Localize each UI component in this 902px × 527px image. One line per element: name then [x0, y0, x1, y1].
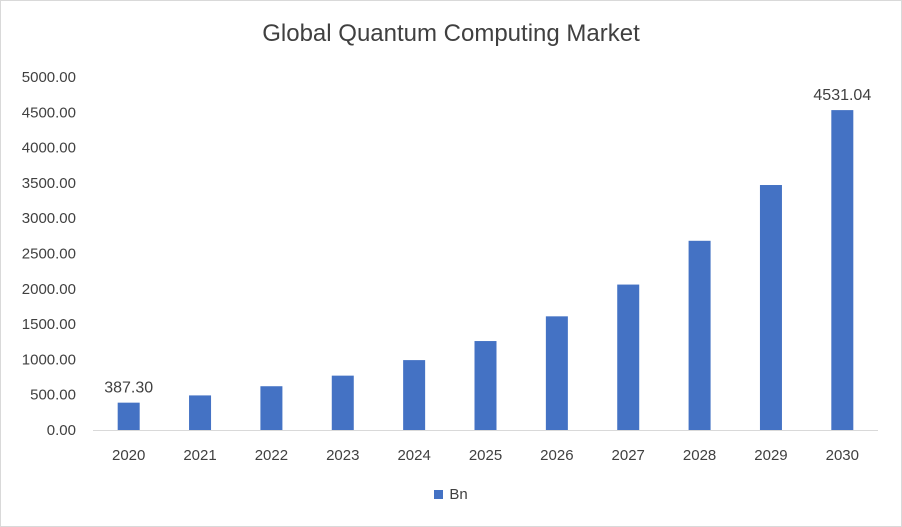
x-tick-label: 2026 [540, 447, 573, 464]
bar-2030 [831, 110, 854, 430]
x-tick-label: 2021 [183, 447, 216, 464]
y-tick-label: 3500.00 [22, 175, 76, 192]
y-tick-label: 0.00 [47, 422, 76, 439]
data-label: 387.30 [104, 380, 153, 397]
y-axis-ticks: 0.00 500.00 1000.00 1500.00 2000.00 2500.00 30… [22, 69, 76, 439]
bar-2025 [474, 341, 497, 430]
x-tick-label: 2029 [754, 447, 787, 464]
legend-label: Bn [449, 486, 468, 503]
x-tick-label: 2022 [255, 447, 288, 464]
x-tick-label: 2025 [469, 447, 502, 464]
y-tick-label: 2500.00 [22, 246, 76, 263]
x-tick-label: 2028 [683, 447, 716, 464]
bar-2026 [545, 316, 568, 430]
x-tick-label: 2020 [112, 447, 145, 464]
bar-2022 [260, 386, 283, 430]
bar-2029 [759, 185, 782, 430]
x-tick-label: 2024 [397, 447, 430, 464]
x-tick-label: 2027 [612, 447, 645, 464]
data-label: 4531.04 [813, 87, 871, 104]
y-tick-label: 1500.00 [22, 316, 76, 333]
x-tick-label: 2030 [826, 447, 859, 464]
x-tick-label: 2023 [326, 447, 359, 464]
y-tick-label: 3000.00 [22, 210, 76, 227]
y-tick-label: 2000.00 [22, 281, 76, 298]
legend: Bn [0, 486, 902, 503]
bar-2027 [617, 284, 640, 430]
legend-swatch [434, 490, 444, 499]
bar-2024 [403, 360, 426, 430]
y-tick-label: 500.00 [30, 387, 76, 404]
chart-title: Global Quantum Computing Market [262, 20, 640, 47]
x-axis-ticks: 2020 2021 2022 2023 2024 2025 2026 2027 2028 2029… [112, 447, 859, 464]
y-tick-label: 4500.00 [22, 104, 76, 121]
y-tick-label: 5000.00 [22, 69, 76, 86]
data-labels: 387.30 4531.04 [104, 87, 871, 397]
bar-2023 [331, 375, 354, 430]
bar-2020 [117, 402, 140, 430]
bar-2021 [189, 395, 212, 430]
bar-2028 [688, 240, 711, 430]
bars [117, 110, 854, 430]
y-tick-label: 1000.00 [22, 351, 76, 368]
y-tick-label: 4000.00 [22, 140, 76, 157]
